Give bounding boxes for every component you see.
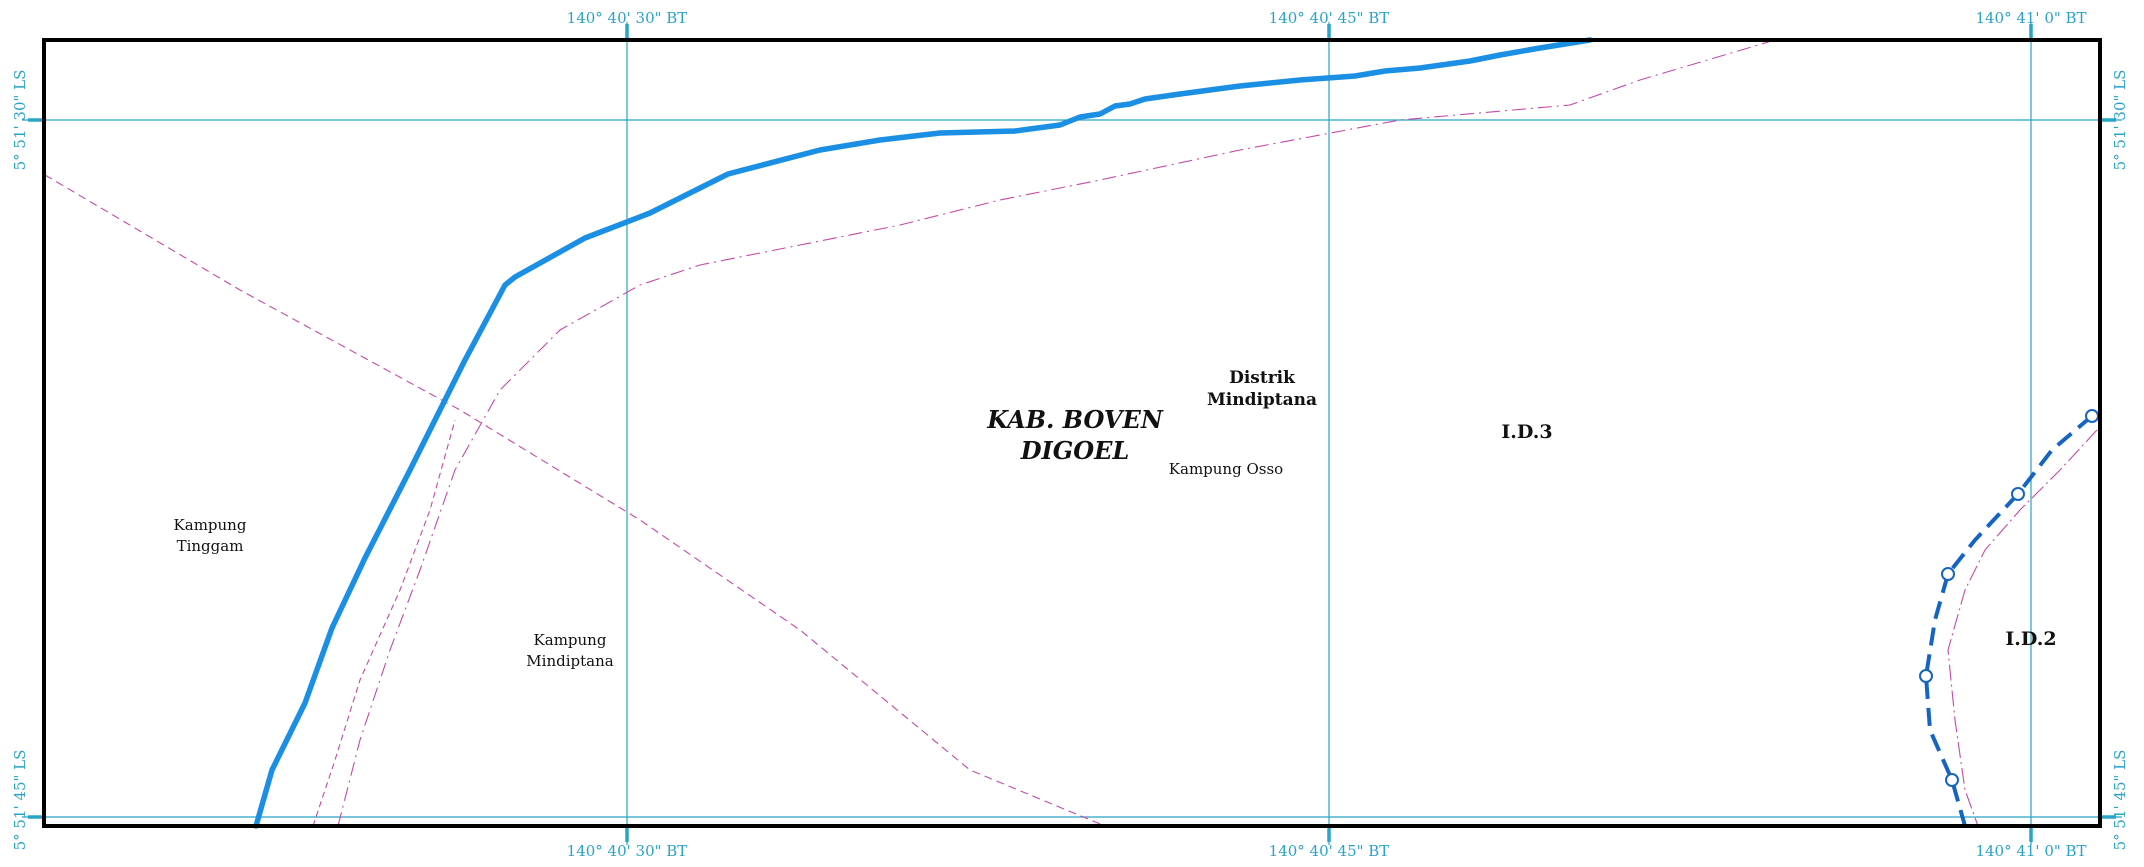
coord-bottom-1: 140° 40' 30" BT — [567, 842, 688, 860]
label-distrik-line1: Distrik — [1229, 368, 1296, 388]
admin-line-east — [1947, 429, 2098, 827]
river-line — [253, 37, 1593, 829]
graticule-ticks — [28, 24, 2116, 842]
vertex-marker — [1941, 567, 1955, 581]
label-kabupaten-line1: KAB. BOVEN — [986, 405, 1164, 434]
road-diagonal — [44, 174, 1106, 827]
vertex-marker — [2085, 409, 2099, 423]
label-kampung-tinggam-line1: Kampung — [174, 516, 247, 534]
label-kampung-mindiptana-line1: Kampung — [534, 631, 607, 649]
admin-boundary-lines — [44, 39, 2098, 827]
coord-right-2: 5° 51' 45" LS — [2111, 750, 2129, 851]
coord-top-2: 140° 40' 45" BT — [1269, 9, 1390, 27]
coord-left-1: 5° 51' 30" LS — [11, 70, 29, 171]
label-distrik-line2: Mindiptana — [1207, 390, 1317, 410]
place-labels: KAB. BOVEN DIGOEL Distrik Mindiptana Kam… — [174, 368, 2057, 670]
coord-left-2: 5° 51' 45" LS — [11, 750, 29, 851]
coord-top-1: 140° 40' 30" BT — [567, 9, 688, 27]
label-zone-id3: I.D.3 — [1501, 421, 1552, 443]
label-kampung-mindiptana-line2: Mindiptana — [526, 652, 613, 670]
coord-bottom-2: 140° 40' 45" BT — [1269, 842, 1390, 860]
label-zone-id2: I.D.2 — [2005, 628, 2056, 650]
vertex-marker — [1945, 773, 1959, 787]
vertex-marker — [1919, 669, 1933, 683]
label-kampung-tinggam-line2: Tinggam — [177, 537, 244, 555]
admin-line-main — [337, 39, 1776, 827]
map-frame — [42, 38, 2102, 828]
coord-right-1: 5° 51' 30" LS — [2111, 70, 2129, 171]
coordinate-labels: 140° 40' 30" BT 140° 40' 45" BT 140° 41'… — [11, 9, 2129, 860]
label-kampung-osso: Kampung Osso — [1169, 460, 1283, 478]
zone-boundary-dashed — [1923, 414, 2094, 827]
vertex-marker — [2011, 487, 2025, 501]
admin-line-secondary — [312, 419, 456, 827]
coord-bottom-3: 140° 41' 0" BT — [1975, 842, 2086, 860]
boundary-vertices — [1919, 409, 2099, 787]
coord-top-3: 140° 41' 0" BT — [1975, 9, 2086, 27]
label-kabupaten-line2: DIGOEL — [1020, 436, 1130, 465]
